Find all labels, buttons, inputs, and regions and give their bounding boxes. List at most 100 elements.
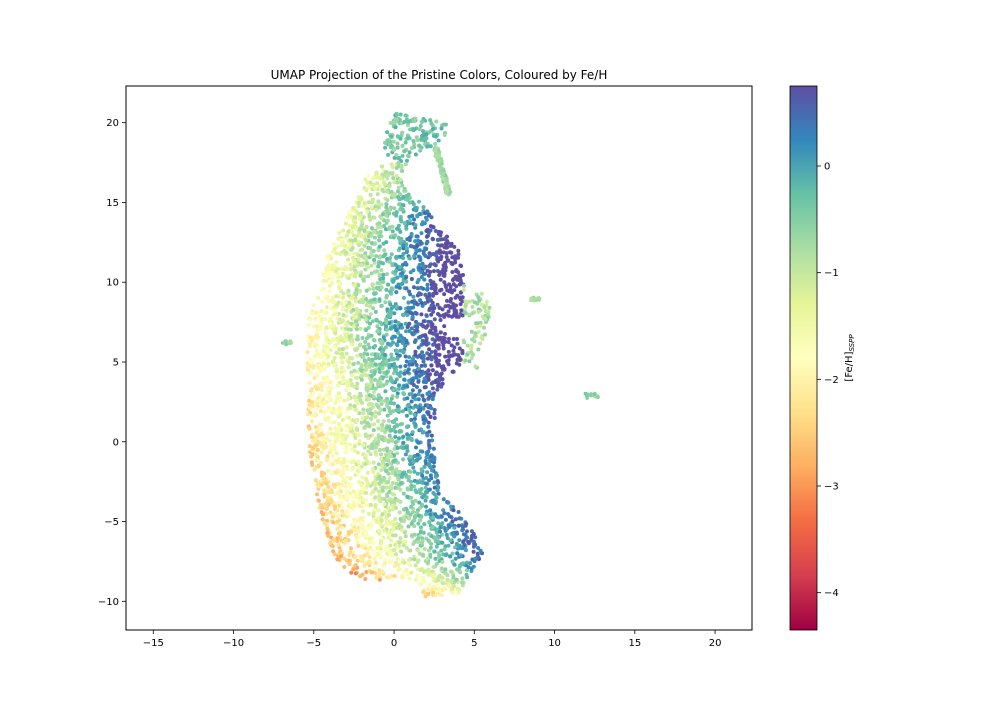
data-point: [437, 270, 442, 275]
data-point: [343, 484, 348, 489]
data-point: [473, 364, 478, 369]
data-point: [344, 351, 349, 356]
data-point: [456, 255, 461, 260]
data-point: [413, 563, 418, 568]
data-point: [431, 564, 436, 569]
isolated-clump-left-point: [287, 341, 292, 345]
data-point: [344, 428, 349, 433]
data-point: [334, 350, 339, 355]
data-point: [406, 557, 411, 562]
data-point: [371, 489, 376, 494]
data-point: [377, 366, 382, 371]
data-point: [451, 508, 456, 513]
data-point: [354, 535, 359, 539]
data-point: [417, 488, 422, 492]
data-point: [475, 551, 480, 556]
data-point: [395, 460, 400, 465]
data-point: [379, 216, 384, 221]
data-point: [332, 503, 337, 508]
data-point: [431, 127, 435, 131]
data-point: [444, 255, 449, 259]
data-point: [425, 144, 430, 149]
data-point: [338, 409, 343, 414]
data-point: [373, 204, 378, 209]
data-point: [425, 556, 430, 561]
data-point: [332, 344, 337, 349]
data-point: [406, 221, 410, 226]
data-point: [442, 292, 447, 297]
data-point: [350, 342, 355, 347]
data-point: [393, 485, 398, 490]
data-point: [381, 180, 386, 185]
data-point: [414, 370, 419, 375]
data-point: [371, 394, 376, 399]
data-point: [361, 532, 365, 537]
data-point: [407, 516, 411, 521]
data-point: [326, 490, 331, 495]
data-point: [409, 392, 414, 396]
data-point: [305, 365, 310, 370]
data-point: [361, 407, 366, 412]
data-point: [337, 503, 342, 508]
data-point: [371, 176, 376, 181]
data-point: [426, 374, 431, 379]
data-point: [394, 213, 399, 218]
data-point: [407, 576, 412, 581]
data-point: [396, 185, 401, 190]
data-point: [346, 257, 351, 262]
data-point: [367, 408, 372, 413]
data-point: [384, 324, 389, 329]
data-point: [317, 354, 322, 359]
data-point: [338, 424, 343, 429]
data-point: [356, 518, 361, 523]
data-point: [353, 261, 357, 265]
data-point: [306, 412, 310, 417]
data-point: [384, 205, 389, 210]
data-point: [330, 281, 335, 285]
data-point: [366, 436, 371, 440]
data-point: [413, 514, 418, 518]
data-point: [388, 139, 393, 144]
data-point: [375, 546, 380, 551]
data-point: [401, 251, 406, 256]
data-point: [413, 206, 418, 211]
data-point: [380, 340, 385, 344]
data-point: [395, 145, 400, 150]
data-point: [347, 562, 352, 566]
data-point: [381, 563, 386, 568]
data-point: [319, 363, 324, 368]
data-point: [403, 354, 408, 359]
data-point: [336, 543, 341, 547]
data-point: [393, 517, 398, 522]
data-point: [368, 452, 373, 457]
data-point: [393, 319, 398, 324]
data-point: [387, 259, 392, 264]
data-point: [319, 450, 324, 455]
data-point: [368, 180, 373, 185]
data-point: [456, 252, 461, 257]
data-point: [396, 563, 401, 567]
data-point: [469, 529, 474, 534]
data-point: [393, 434, 398, 439]
data-point: [309, 370, 314, 375]
data-point: [309, 432, 314, 437]
data-point: [453, 517, 458, 522]
data-point: [369, 298, 374, 303]
data-point: [318, 409, 323, 414]
data-point: [368, 192, 373, 197]
data-point: [395, 226, 399, 231]
data-point: [395, 356, 400, 361]
data-point: [372, 257, 377, 262]
data-point: [348, 476, 353, 481]
data-point: [422, 385, 427, 390]
data-point: [409, 533, 414, 538]
data-point: [423, 333, 428, 338]
data-point: [363, 363, 368, 368]
data-point: [430, 368, 435, 373]
data-point: [396, 486, 401, 490]
data-point: [361, 410, 366, 415]
data-point: [372, 422, 377, 427]
data-point: [344, 250, 349, 255]
data-point: [376, 393, 381, 398]
data-point: [478, 548, 483, 553]
